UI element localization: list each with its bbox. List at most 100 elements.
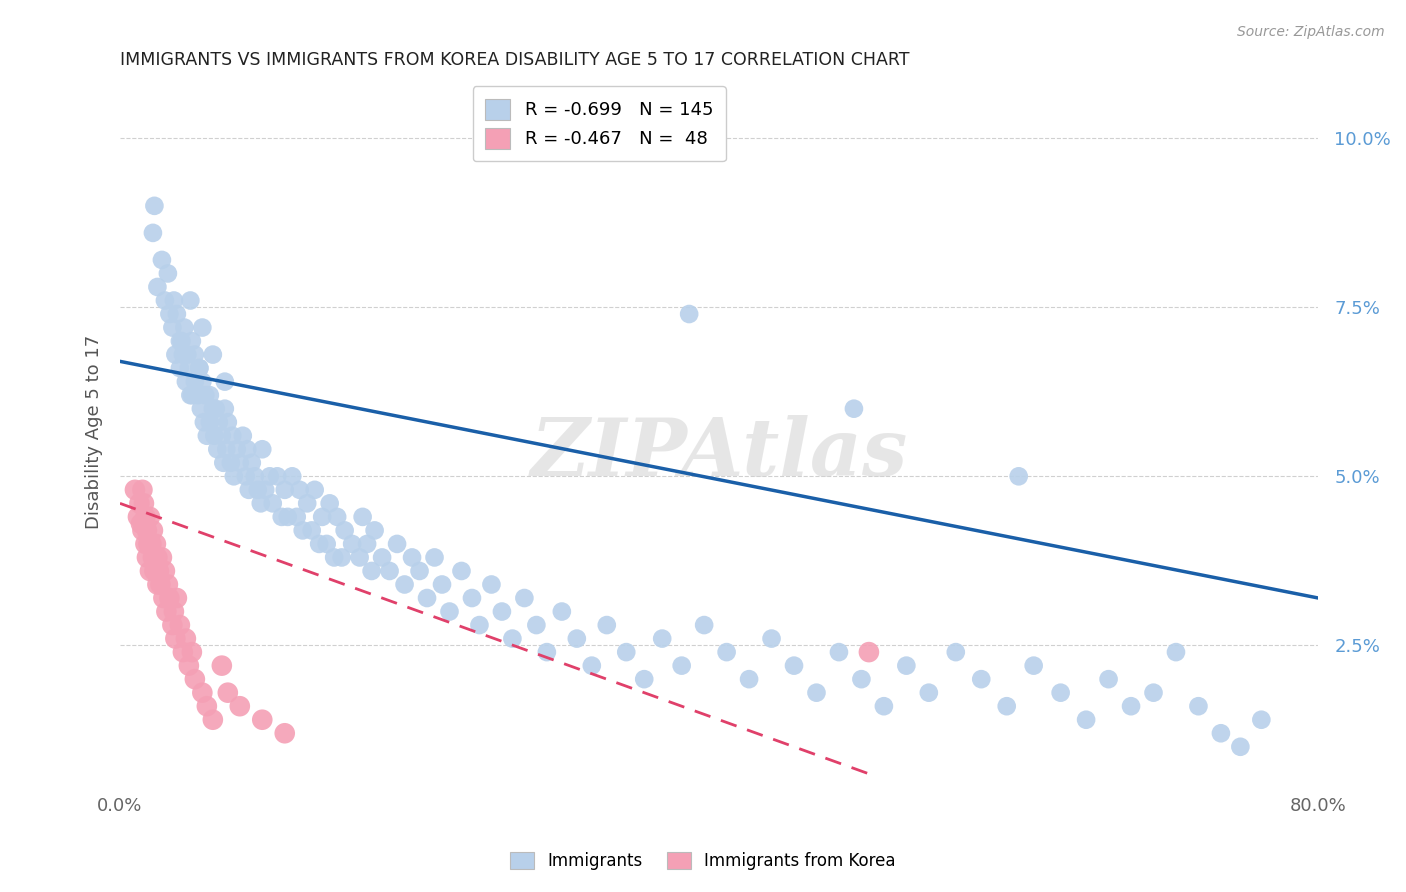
Point [356, 537, 378, 551]
Point [145, 537, 167, 551]
Point [214, 401, 236, 416]
Point [565, 632, 588, 646]
Point [551, 605, 574, 619]
Point [232, 428, 254, 442]
Point [274, 483, 297, 497]
Point [995, 699, 1018, 714]
Point [1022, 658, 1045, 673]
Point [918, 686, 941, 700]
Point [146, 550, 169, 565]
Point [170, 334, 193, 348]
Point [408, 564, 430, 578]
Point [270, 509, 292, 524]
Point [1142, 686, 1164, 700]
Point [142, 524, 165, 538]
Point [333, 524, 356, 538]
Point [202, 428, 225, 442]
Point [246, 483, 269, 497]
Point [235, 469, 257, 483]
Point [288, 483, 311, 497]
Point [156, 267, 179, 281]
Point [157, 307, 180, 321]
Point [165, 348, 187, 362]
Point [211, 428, 233, 442]
Point [851, 672, 873, 686]
Point [238, 483, 260, 497]
Point [149, 577, 172, 591]
Point [143, 564, 166, 578]
Point [179, 388, 201, 402]
Point [150, 550, 173, 565]
Point [127, 509, 149, 524]
Point [450, 564, 472, 578]
Point [174, 375, 197, 389]
Point [318, 496, 340, 510]
Point [184, 348, 207, 362]
Point [240, 456, 263, 470]
Point [842, 401, 865, 416]
Point [693, 618, 716, 632]
Point [249, 496, 271, 510]
Text: ZIPAtlas: ZIPAtlas [530, 415, 908, 492]
Point [651, 632, 673, 646]
Point [190, 401, 212, 416]
Point [194, 388, 217, 402]
Point [169, 618, 191, 632]
Point [783, 658, 806, 673]
Point [896, 658, 918, 673]
Point [468, 618, 491, 632]
Point [311, 509, 333, 524]
Point [162, 320, 184, 334]
Point [1209, 726, 1232, 740]
Point [330, 550, 353, 565]
Point [277, 509, 299, 524]
Point [360, 564, 382, 578]
Point [129, 516, 152, 531]
Point [513, 591, 536, 605]
Point [172, 348, 194, 362]
Point [1119, 699, 1142, 714]
Point [222, 469, 245, 483]
Point [177, 658, 200, 673]
Point [221, 428, 243, 442]
Point [1008, 469, 1031, 483]
Point [1049, 686, 1071, 700]
Point [166, 307, 188, 321]
Point [491, 605, 513, 619]
Point [461, 591, 484, 605]
Legend: Immigrants, Immigrants from Korea: Immigrants, Immigrants from Korea [503, 845, 903, 877]
Point [131, 524, 153, 538]
Point [430, 577, 453, 591]
Point [188, 361, 211, 376]
Point [259, 469, 281, 483]
Point [873, 699, 896, 714]
Point [139, 564, 162, 578]
Point [761, 632, 783, 646]
Point [243, 469, 266, 483]
Point [139, 509, 162, 524]
Point [394, 577, 416, 591]
Point [128, 496, 150, 510]
Point [671, 658, 693, 673]
Point [165, 632, 187, 646]
Point [439, 605, 461, 619]
Point [153, 564, 176, 578]
Point [173, 320, 195, 334]
Point [945, 645, 967, 659]
Point [198, 415, 221, 429]
Point [349, 550, 371, 565]
Point [501, 632, 523, 646]
Point [201, 713, 224, 727]
Point [195, 699, 218, 714]
Point [152, 591, 174, 605]
Point [208, 415, 231, 429]
Point [481, 577, 503, 591]
Point [252, 442, 274, 457]
Point [148, 564, 170, 578]
Point [252, 713, 274, 727]
Point [155, 605, 177, 619]
Point [134, 537, 156, 551]
Point [524, 618, 547, 632]
Point [1250, 713, 1272, 727]
Point [291, 524, 314, 538]
